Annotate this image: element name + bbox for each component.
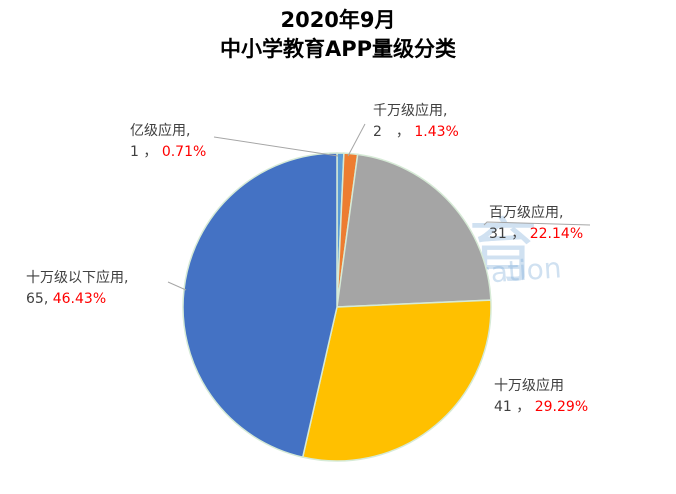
label-baiwan: 百万级应用, 31 ， 22.14% bbox=[489, 205, 584, 242]
label-yi: 亿级应用, 1 ， 0.71% bbox=[130, 123, 207, 160]
label-qianwan: 千万级应用, 2 ， 1.43% bbox=[373, 103, 459, 140]
leader-line-0 bbox=[213, 136, 339, 157]
leader-line-3 bbox=[167, 281, 187, 291]
leader-line-1 bbox=[347, 123, 366, 157]
pie-slice-4 bbox=[182, 152, 338, 459]
chart-title: 2020年9月 bbox=[280, 8, 396, 32]
pie-slice-2 bbox=[336, 153, 492, 308]
label-shiwan-below: 十万级以下应用, 65, 46.43% bbox=[26, 270, 129, 307]
label-shiwan: 十万级应用 41 ， 29.29% bbox=[494, 378, 589, 415]
chart-subtitle: 中小学教育APP量级分类 bbox=[219, 37, 457, 61]
leader-line-2 bbox=[483, 221, 591, 226]
pie-slice-3 bbox=[301, 299, 492, 462]
